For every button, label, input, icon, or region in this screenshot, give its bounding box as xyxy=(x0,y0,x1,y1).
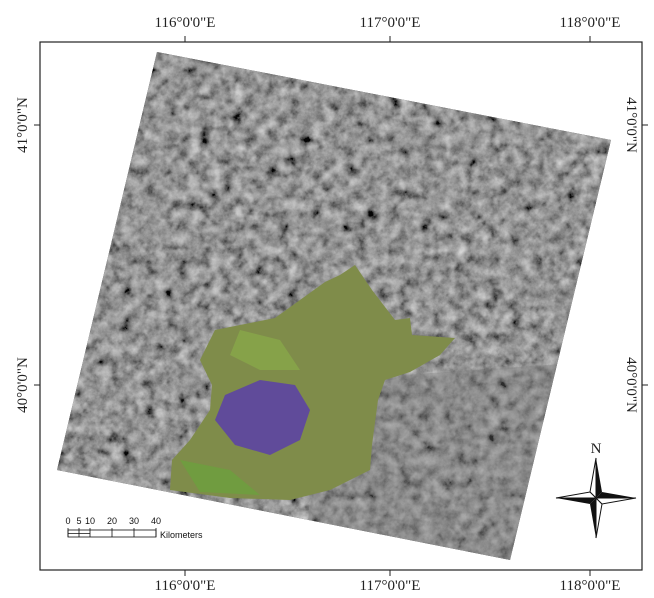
scale-tick-label: 5 xyxy=(76,516,81,526)
scale-tick-label: 40 xyxy=(151,516,161,526)
latitude-label: 40°0'0"N xyxy=(15,357,31,413)
longitude-label: 118°0'0"E xyxy=(560,15,621,31)
latitude-label: 40°0'0"N xyxy=(623,357,639,413)
longitude-label: 116°0'0"E xyxy=(155,578,216,594)
longitude-label: 117°0'0"E xyxy=(360,15,421,31)
north-label: N xyxy=(591,441,602,457)
scale-tick-label: 20 xyxy=(107,516,117,526)
longitude-label: 117°0'0"E xyxy=(360,578,421,594)
latitude-label: 41°0'0"N xyxy=(15,97,31,153)
longitude-label: 118°0'0"E xyxy=(560,578,621,594)
scale-unit: Kilometers xyxy=(160,530,203,540)
scale-tick-label: 30 xyxy=(129,516,139,526)
scale-tick-label: 10 xyxy=(85,516,95,526)
map: 116°0'0"E 117°0'0"E 118°0'0"E 116°0'0"E … xyxy=(0,0,654,598)
scale-tick-label: 0 xyxy=(65,516,70,526)
latitude-label: 41°0'0"N xyxy=(623,97,639,153)
longitude-label: 116°0'0"E xyxy=(155,15,216,31)
